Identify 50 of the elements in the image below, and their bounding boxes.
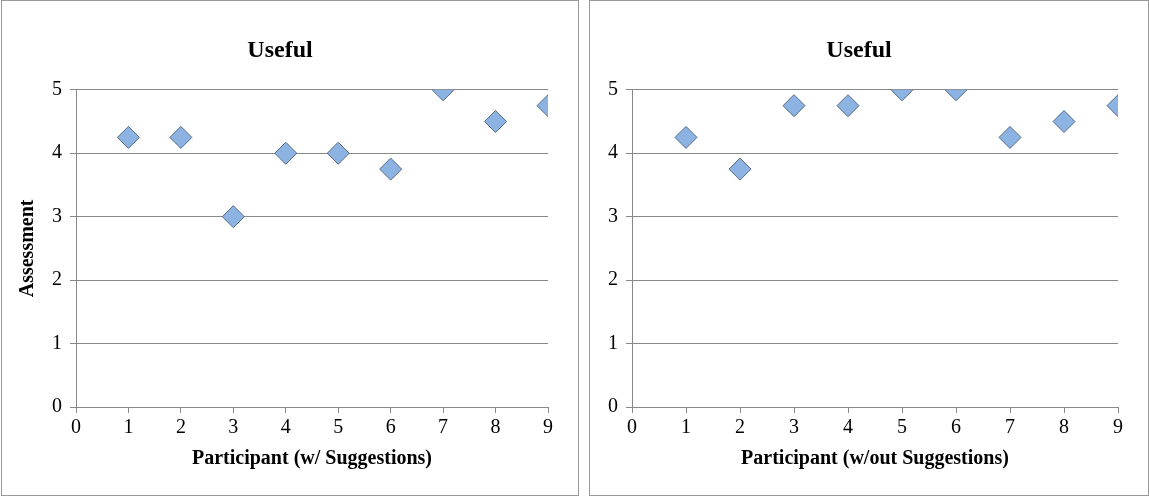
x-tick-label: 7	[1005, 415, 1015, 438]
point	[379, 157, 403, 181]
point	[836, 94, 860, 118]
chart-title: Useful	[247, 35, 313, 62]
y-tick-label: 4	[608, 140, 618, 163]
y-tick-label: 3	[608, 203, 618, 226]
point	[169, 125, 193, 149]
y-tick-label: 0	[52, 394, 62, 417]
point	[728, 157, 752, 181]
point	[782, 94, 806, 118]
point	[116, 125, 140, 149]
x-tick-label: 8	[1059, 415, 1069, 438]
x-tick-label: 4	[280, 415, 291, 438]
y-tick-label: 3	[52, 203, 62, 226]
point	[484, 110, 508, 134]
y-tick-label: 1	[608, 330, 618, 353]
x-tick-label: 5	[333, 415, 344, 438]
y-tick-label: 2	[608, 267, 618, 290]
point	[274, 141, 298, 165]
x-tick-label: 0	[71, 415, 81, 438]
y-tick-label: 4	[52, 140, 62, 163]
x-tick-label: 2	[175, 415, 186, 438]
y-tick-label: 5	[608, 77, 618, 100]
x-tick-label: 7	[438, 415, 449, 438]
point	[1052, 110, 1076, 134]
x-axis-title: Participant (w/ Suggestions)	[192, 446, 432, 470]
x-tick-label: 1	[681, 415, 691, 438]
x-tick-label: 1	[123, 415, 134, 438]
y-tick-label: 1	[52, 330, 62, 353]
point	[326, 141, 350, 165]
x-tick-label: 3	[228, 415, 239, 438]
point	[674, 125, 698, 149]
point	[998, 125, 1022, 149]
x-tick-label: 5	[897, 415, 907, 438]
x-axis-title: Participant (w/out Suggestions)	[741, 446, 1009, 470]
x-tick-label: 8	[490, 415, 501, 438]
x-tick-label: 0	[627, 415, 637, 438]
y-tick-label: 5	[52, 77, 62, 100]
x-tick-label: 4	[843, 415, 853, 438]
y-tick-label: 2	[52, 267, 62, 290]
x-tick-label: 6	[951, 415, 961, 438]
x-tick-label: 2	[735, 415, 745, 438]
y-tick-label: 0	[608, 394, 618, 417]
x-tick-label: 9	[543, 415, 553, 438]
x-tick-label: 3	[789, 415, 799, 438]
y-axis-title: Assessment	[15, 199, 38, 298]
point	[221, 205, 245, 229]
x-tick-label: 9	[1113, 415, 1123, 438]
x-tick-label: 6	[385, 415, 396, 438]
chart-title: Useful	[826, 35, 892, 62]
